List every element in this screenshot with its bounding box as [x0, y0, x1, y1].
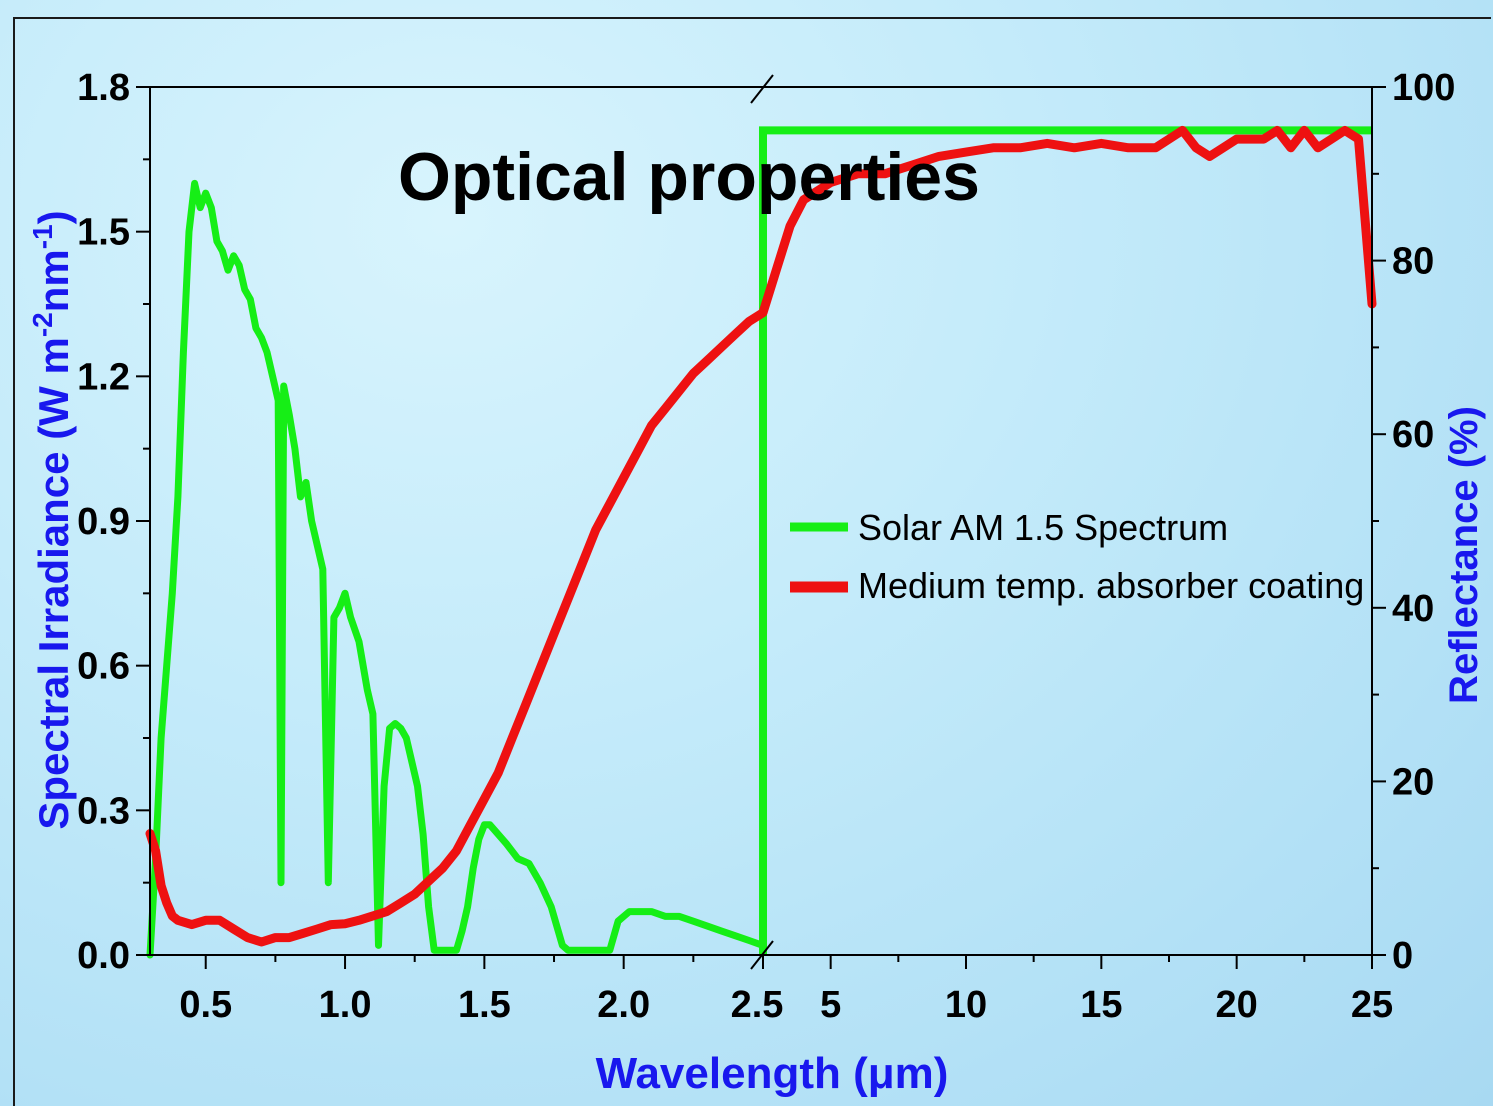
x-tick-label: 20 [1216, 984, 1258, 1026]
x-tick-label: 5 [820, 984, 841, 1026]
y-left-tick-label: 1.8 [77, 67, 130, 109]
series-layer [145, 125, 1377, 959]
axis-break-top [750, 74, 774, 104]
x-tick-label: 1.5 [458, 984, 511, 1026]
x-tick-label: 2.0 [597, 984, 650, 1026]
axes-layer: 0.0 0.3 0.6 0.9 1.2 1.5 1.8 0 20 40 60 80 100 0.5 1.0 1… [77, 67, 1455, 1026]
y-left-title-sup2: -1 [27, 224, 58, 249]
x-tick-label: 10 [945, 984, 987, 1026]
series-solar-line [146, 179, 767, 959]
y-left-tick-label: 1.2 [77, 356, 130, 398]
y-right-tick-label: 100 [1392, 67, 1455, 109]
y-left-title-part3: ) [30, 210, 77, 224]
y-right-tick-label: 20 [1392, 761, 1434, 803]
y-right-tick-label: 80 [1392, 241, 1434, 283]
y-right-axis-title: Reflectance (%) [1442, 406, 1486, 704]
y-left-tick-label: 0.6 [77, 646, 130, 688]
series-solar-step-line [759, 126, 1372, 955]
y-right-tick-label: 0 [1392, 935, 1413, 977]
x-axis-title: Wavelength (μm) [596, 1049, 949, 1098]
y-left-title-part2: nm [30, 249, 77, 312]
y-right-tick-label: 60 [1392, 414, 1434, 456]
x-tick-label: 2.5 [731, 984, 784, 1026]
x-tick-label: 0.5 [179, 984, 232, 1026]
series-absorber-line [145, 125, 1377, 947]
chart-title: Optical properties [398, 139, 980, 215]
legend-label-absorber: Medium temp. absorber coating [858, 565, 1364, 606]
x-tick-label: 25 [1351, 984, 1393, 1026]
y-right-tick-label: 40 [1392, 588, 1434, 630]
y-left-tick-label: 1.5 [77, 212, 130, 254]
y-left-tick-label: 0.9 [77, 501, 130, 543]
y-left-title-part1: Spectral Irradiance (W m [30, 337, 77, 830]
y-left-axis-title: Spectral Irradiance (W m-2nm-1) [27, 210, 77, 829]
legend-label-solar: Solar AM 1.5 Spectrum [858, 507, 1228, 548]
x-tick-label: 1.0 [319, 984, 372, 1026]
legend: Solar AM 1.5 Spectrum Medium temp. absor… [790, 507, 1364, 606]
y-left-tick-label: 0.3 [77, 790, 130, 832]
y-left-tick-label: 0.0 [77, 935, 130, 977]
y-left-title-sup1: -2 [27, 312, 58, 337]
x-tick-label: 15 [1080, 984, 1122, 1026]
